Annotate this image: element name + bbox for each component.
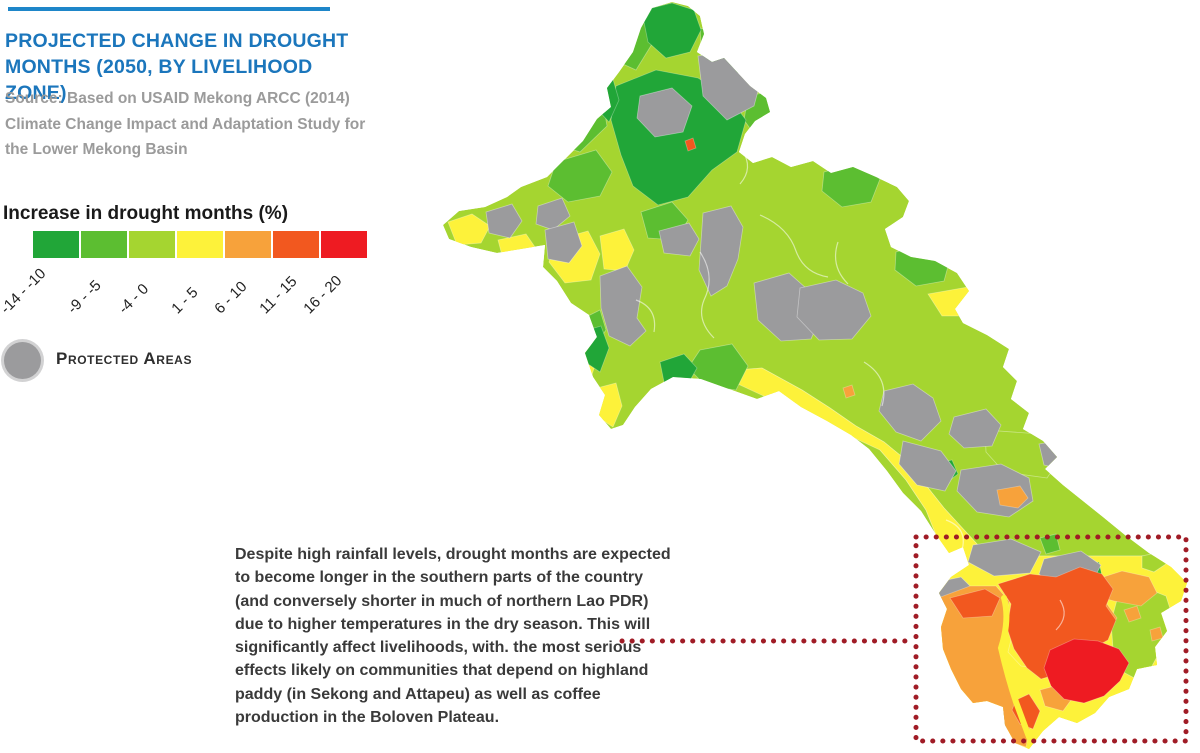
zones-red — [1043, 638, 1130, 704]
legend-swatch — [81, 231, 127, 258]
protected-areas-symbol — [4, 342, 41, 379]
mekong-river-strip — [997, 595, 1032, 740]
highlight-box — [913, 534, 1189, 744]
legend-swatch — [33, 231, 79, 258]
legend-title: Increase in drought months (%) — [3, 203, 289, 224]
legend-swatch — [273, 231, 319, 258]
header-accent-rule — [8, 7, 330, 11]
legend-swatch — [225, 231, 271, 258]
annotation-text: Despite high rainfall levels, drought mo… — [235, 546, 671, 727]
protected-areas-label: Protected Areas — [56, 349, 193, 368]
page-title: PROJECTED CHANGE IN DROUGHT MONTHS (2050… — [5, 30, 349, 104]
source-attribution: Source: Based on USAID Mekong ARCC (2014… — [5, 90, 366, 158]
legend-swatch — [177, 231, 223, 258]
legend-swatch — [321, 231, 367, 258]
legend-color-scale — [33, 231, 367, 258]
legend-swatch — [129, 231, 175, 258]
